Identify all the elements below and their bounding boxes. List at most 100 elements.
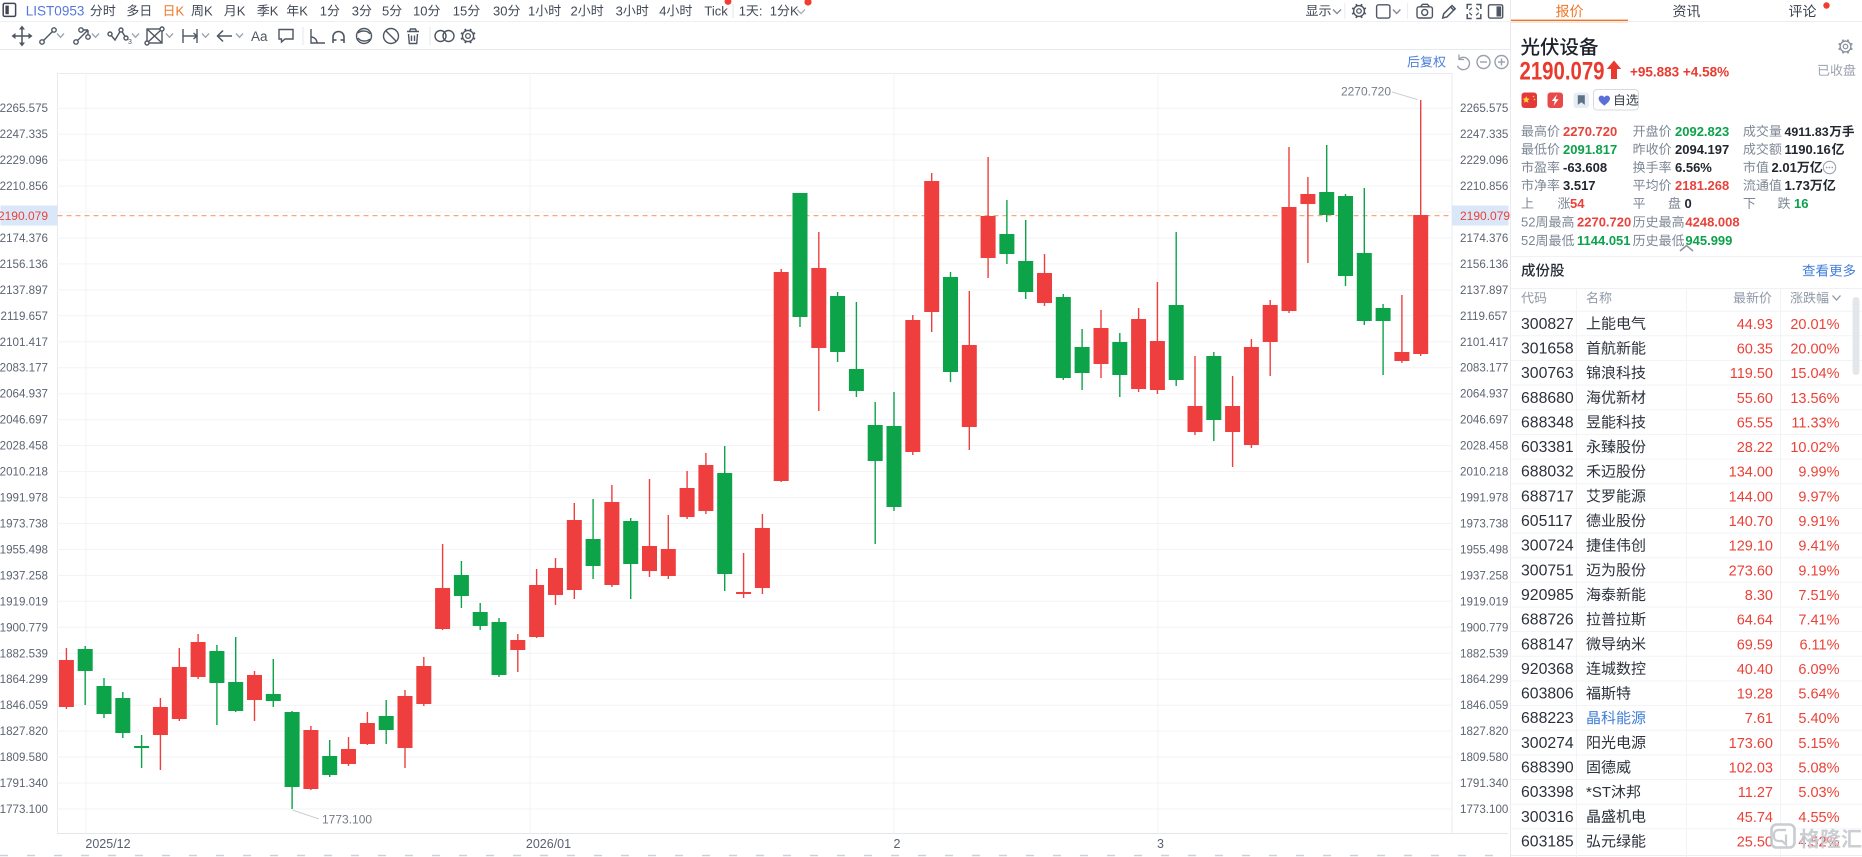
- svg-text:2026/01: 2026/01: [526, 837, 571, 851]
- svg-text:1846.059: 1846.059: [1460, 699, 1508, 712]
- svg-text:1791.340: 1791.340: [1460, 777, 1508, 790]
- svg-text:K: K: [204, 3, 213, 18]
- svg-text:5.08%: 5.08%: [1798, 761, 1839, 777]
- svg-text:7.61: 7.61: [1745, 711, 1773, 727]
- svg-text:69.59: 69.59: [1737, 637, 1773, 653]
- svg-text:2092.823: 2092.823: [1675, 124, 1729, 139]
- svg-text:5.03%: 5.03%: [1798, 785, 1839, 801]
- svg-text:688726: 688726: [1521, 612, 1574, 629]
- svg-text:2156.136: 2156.136: [1460, 258, 1508, 271]
- svg-text:688390: 688390: [1521, 760, 1574, 777]
- svg-text:1919.019: 1919.019: [1460, 595, 1508, 608]
- svg-text:1827.820: 1827.820: [0, 725, 48, 738]
- svg-text:2119.657: 2119.657: [1460, 310, 1508, 323]
- svg-text:28.22: 28.22: [1737, 440, 1773, 456]
- svg-text:273.60: 273.60: [1729, 563, 1773, 579]
- svg-text:688348: 688348: [1521, 414, 1574, 431]
- svg-text:K: K: [176, 3, 185, 18]
- svg-text:15.04%: 15.04%: [1790, 366, 1839, 382]
- svg-text:1: 1: [320, 3, 327, 18]
- svg-text:2028.458: 2028.458: [1460, 440, 1508, 453]
- svg-text:1190.16: 1190.16: [1785, 142, 1831, 157]
- svg-text:2270.720: 2270.720: [1577, 215, 1631, 230]
- svg-text:1773.100: 1773.100: [0, 803, 48, 816]
- svg-text:2137.897: 2137.897: [0, 284, 48, 297]
- svg-text:3: 3: [616, 3, 623, 18]
- svg-text:2028.458: 2028.458: [0, 440, 48, 453]
- svg-text:2046.697: 2046.697: [0, 414, 48, 427]
- svg-text:129.10: 129.10: [1729, 539, 1773, 555]
- svg-text:20.00%: 20.00%: [1790, 342, 1839, 358]
- svg-text:300724: 300724: [1521, 538, 1574, 555]
- svg-text:1864.299: 1864.299: [0, 673, 48, 686]
- svg-text:2229.096: 2229.096: [1460, 154, 1508, 167]
- svg-text:Aa: Aa: [251, 29, 268, 44]
- svg-text:2210.856: 2210.856: [1460, 180, 1508, 193]
- svg-text:144.00: 144.00: [1729, 489, 1773, 505]
- svg-text:*ST: *ST: [1586, 784, 1611, 801]
- svg-text::: :: [759, 3, 763, 18]
- svg-text:10: 10: [413, 3, 427, 18]
- svg-text:603185: 603185: [1521, 834, 1574, 851]
- svg-text:2270.720: 2270.720: [1563, 124, 1617, 139]
- svg-text:54: 54: [1570, 196, 1585, 211]
- svg-text:2156.136: 2156.136: [0, 258, 48, 271]
- svg-text:1144.051: 1144.051: [1577, 233, 1631, 248]
- svg-text:2083.177: 2083.177: [1460, 362, 1508, 375]
- svg-text:1864.299: 1864.299: [1460, 673, 1508, 686]
- svg-text:603381: 603381: [1521, 439, 1574, 456]
- svg-text:K: K: [237, 3, 246, 18]
- svg-text:688223: 688223: [1521, 710, 1574, 727]
- svg-text:1809.580: 1809.580: [1460, 751, 1508, 764]
- svg-text:2247.335: 2247.335: [1460, 128, 1508, 141]
- svg-text:5: 5: [382, 3, 389, 18]
- svg-text:65.55: 65.55: [1737, 415, 1773, 431]
- svg-text:688717: 688717: [1521, 488, 1574, 505]
- svg-text:3: 3: [128, 39, 132, 46]
- svg-text:2010.218: 2010.218: [0, 466, 48, 479]
- svg-text:1937.258: 1937.258: [1460, 569, 1508, 582]
- svg-text:55.60: 55.60: [1737, 391, 1773, 407]
- svg-text:5.40%: 5.40%: [1798, 711, 1839, 727]
- svg-text:301658: 301658: [1521, 341, 1574, 358]
- svg-text:1937.258: 1937.258: [0, 569, 48, 582]
- svg-text:K: K: [299, 3, 308, 18]
- svg-text:11.27: 11.27: [1738, 785, 1773, 801]
- svg-text:20.01%: 20.01%: [1790, 317, 1839, 333]
- svg-text:8.30: 8.30: [1745, 588, 1773, 604]
- svg-text:1882.539: 1882.539: [1460, 647, 1508, 660]
- svg-text:60.35: 60.35: [1737, 342, 1773, 358]
- svg-text:6.56%: 6.56%: [1675, 160, 1712, 175]
- svg-text:1991.978: 1991.978: [1460, 492, 1508, 505]
- svg-text:52: 52: [1521, 233, 1535, 248]
- svg-text:1919.019: 1919.019: [0, 595, 48, 608]
- svg-text:2010.218: 2010.218: [1460, 466, 1508, 479]
- svg-text:-63.608: -63.608: [1563, 160, 1607, 175]
- svg-text:2270.720: 2270.720: [1341, 85, 1391, 99]
- svg-text:25.50: 25.50: [1737, 835, 1773, 851]
- svg-text:1991.978: 1991.978: [0, 492, 48, 505]
- svg-text:3: 3: [352, 3, 359, 18]
- svg-text:300763: 300763: [1521, 365, 1574, 382]
- svg-text:1773.100: 1773.100: [322, 813, 372, 827]
- svg-text:1: 1: [528, 3, 535, 18]
- svg-text:2046.697: 2046.697: [1460, 414, 1508, 427]
- svg-text:19.28: 19.28: [1737, 687, 1773, 703]
- svg-text:45.74: 45.74: [1737, 810, 1773, 826]
- svg-text:2190.079: 2190.079: [0, 209, 48, 223]
- svg-text:1900.779: 1900.779: [1460, 621, 1508, 634]
- svg-text:1955.498: 1955.498: [1460, 543, 1508, 556]
- svg-text:2265.575: 2265.575: [1460, 102, 1508, 115]
- svg-text:11.33%: 11.33%: [1791, 415, 1839, 431]
- svg-text:5.64%: 5.64%: [1798, 687, 1839, 703]
- svg-text:1955.498: 1955.498: [0, 543, 48, 556]
- svg-text:2210.856: 2210.856: [0, 180, 48, 193]
- svg-text:603806: 603806: [1521, 686, 1574, 703]
- svg-text:7.41%: 7.41%: [1798, 613, 1839, 629]
- svg-text:2229.096: 2229.096: [0, 154, 48, 167]
- svg-text:1882.539: 1882.539: [0, 647, 48, 660]
- svg-text:688147: 688147: [1521, 636, 1574, 653]
- svg-text:2174.376: 2174.376: [1460, 232, 1508, 245]
- svg-text:119.50: 119.50: [1730, 366, 1773, 382]
- svg-text:6.11%: 6.11%: [1799, 637, 1839, 653]
